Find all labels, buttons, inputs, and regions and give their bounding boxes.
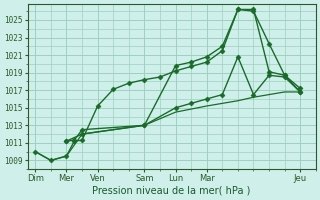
X-axis label: Pression niveau de la mer( hPa ): Pression niveau de la mer( hPa ) (92, 186, 251, 196)
